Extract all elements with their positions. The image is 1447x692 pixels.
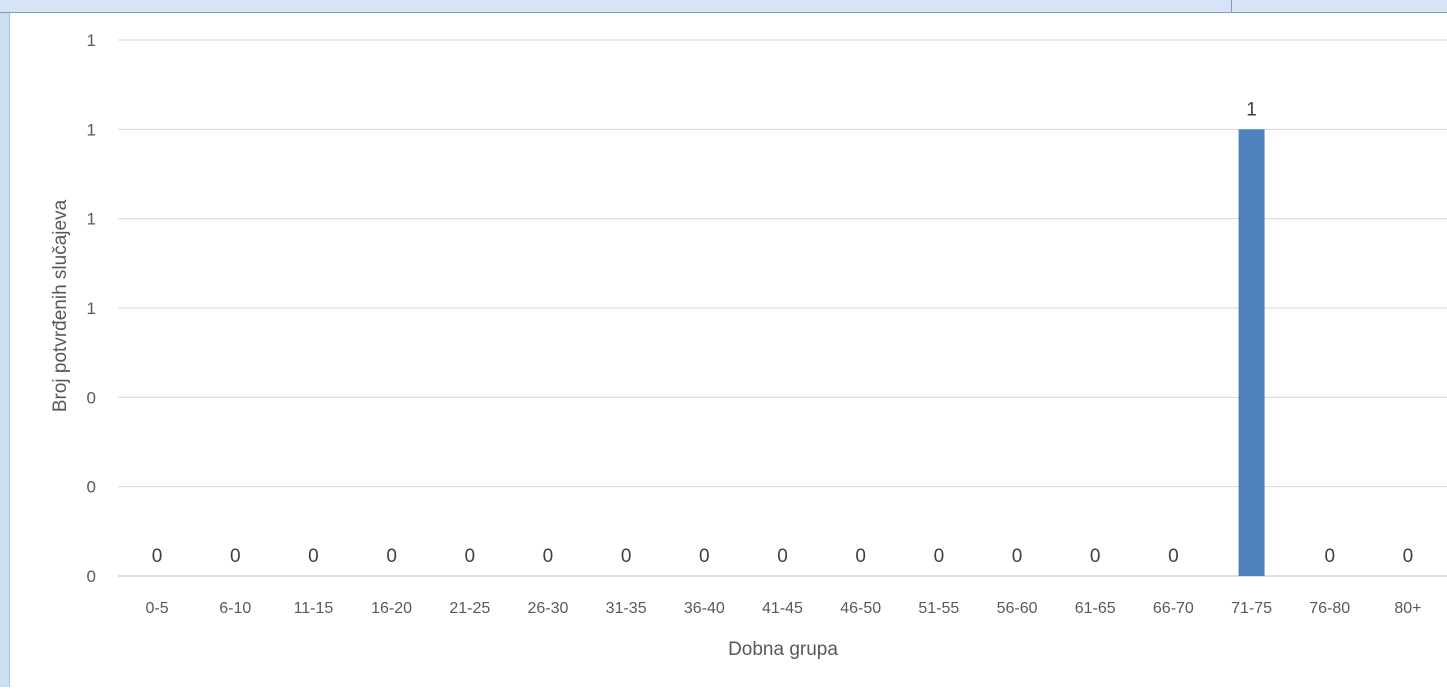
x-axis-title: Dobna grupa xyxy=(728,639,838,660)
x-tick-label: 76-80 xyxy=(1309,600,1350,617)
y-tick-label: 0 xyxy=(87,478,96,497)
x-tick-label: 6-10 xyxy=(219,600,251,617)
data-label: 0 xyxy=(621,546,632,567)
data-label: 0 xyxy=(465,546,476,567)
x-tick-label: 71-75 xyxy=(1231,600,1272,617)
x-tick-label: 56-60 xyxy=(997,600,1038,617)
data-label: 0 xyxy=(1403,546,1414,567)
data-label: 0 xyxy=(777,546,788,567)
top-bar-divider xyxy=(1231,0,1232,13)
x-tick-label: 61-65 xyxy=(1075,600,1116,617)
left-window-edge xyxy=(0,13,10,687)
y-tick-label: 0 xyxy=(87,388,96,407)
y-tick-label: 1 xyxy=(87,210,96,229)
data-label: 0 xyxy=(152,546,163,567)
data-label: 0 xyxy=(1090,546,1101,567)
data-label: 0 xyxy=(699,546,710,567)
y-tick-label: 0 xyxy=(87,567,96,586)
data-label: 0 xyxy=(1324,546,1335,567)
x-tick-label: 26-30 xyxy=(528,600,569,617)
x-tick-label: 0-5 xyxy=(146,600,169,617)
data-label: 0 xyxy=(855,546,866,567)
data-label: 0 xyxy=(1012,546,1023,567)
y-tick-label: 1 xyxy=(87,120,96,139)
data-label: 0 xyxy=(543,546,554,567)
y-tick-label: 1 xyxy=(87,299,96,318)
top-window-bar xyxy=(0,0,1447,13)
y-tick-label: 1 xyxy=(87,31,96,50)
data-label: 0 xyxy=(386,546,397,567)
data-label: 0 xyxy=(934,546,945,567)
x-tick-label: 46-50 xyxy=(840,600,881,617)
x-tick-label: 16-20 xyxy=(371,600,412,617)
data-label: 1 xyxy=(1246,99,1257,120)
data-label: 0 xyxy=(308,546,319,567)
x-tick-label: 11-15 xyxy=(294,600,334,617)
y-axis-title: Broj potvrđenih slučajeva xyxy=(50,199,71,412)
data-label: 0 xyxy=(1168,546,1179,567)
x-tick-label: 36-40 xyxy=(684,600,725,617)
data-label: 0 xyxy=(230,546,241,567)
bar-chart: 0 0 0 1 1 1 1 0 0-5 0 6-10 0 11-15 0 16-20 0 21-25 0 26-30… xyxy=(50,31,1447,660)
bar xyxy=(1238,129,1265,576)
x-tick-label: 41-45 xyxy=(762,600,803,617)
x-tick-label: 31-35 xyxy=(606,600,647,617)
x-tick-label: 51-55 xyxy=(918,600,959,617)
x-tick-label: 66-70 xyxy=(1153,600,1194,617)
x-tick-label: 80+ xyxy=(1394,600,1421,617)
x-tick-label: 21-25 xyxy=(449,600,490,617)
chart-area: 0 0 0 1 1 1 1 0 0-5 0 6-10 0 11-15 0 16-20 0 21-25 0 26-30… xyxy=(10,13,1447,687)
